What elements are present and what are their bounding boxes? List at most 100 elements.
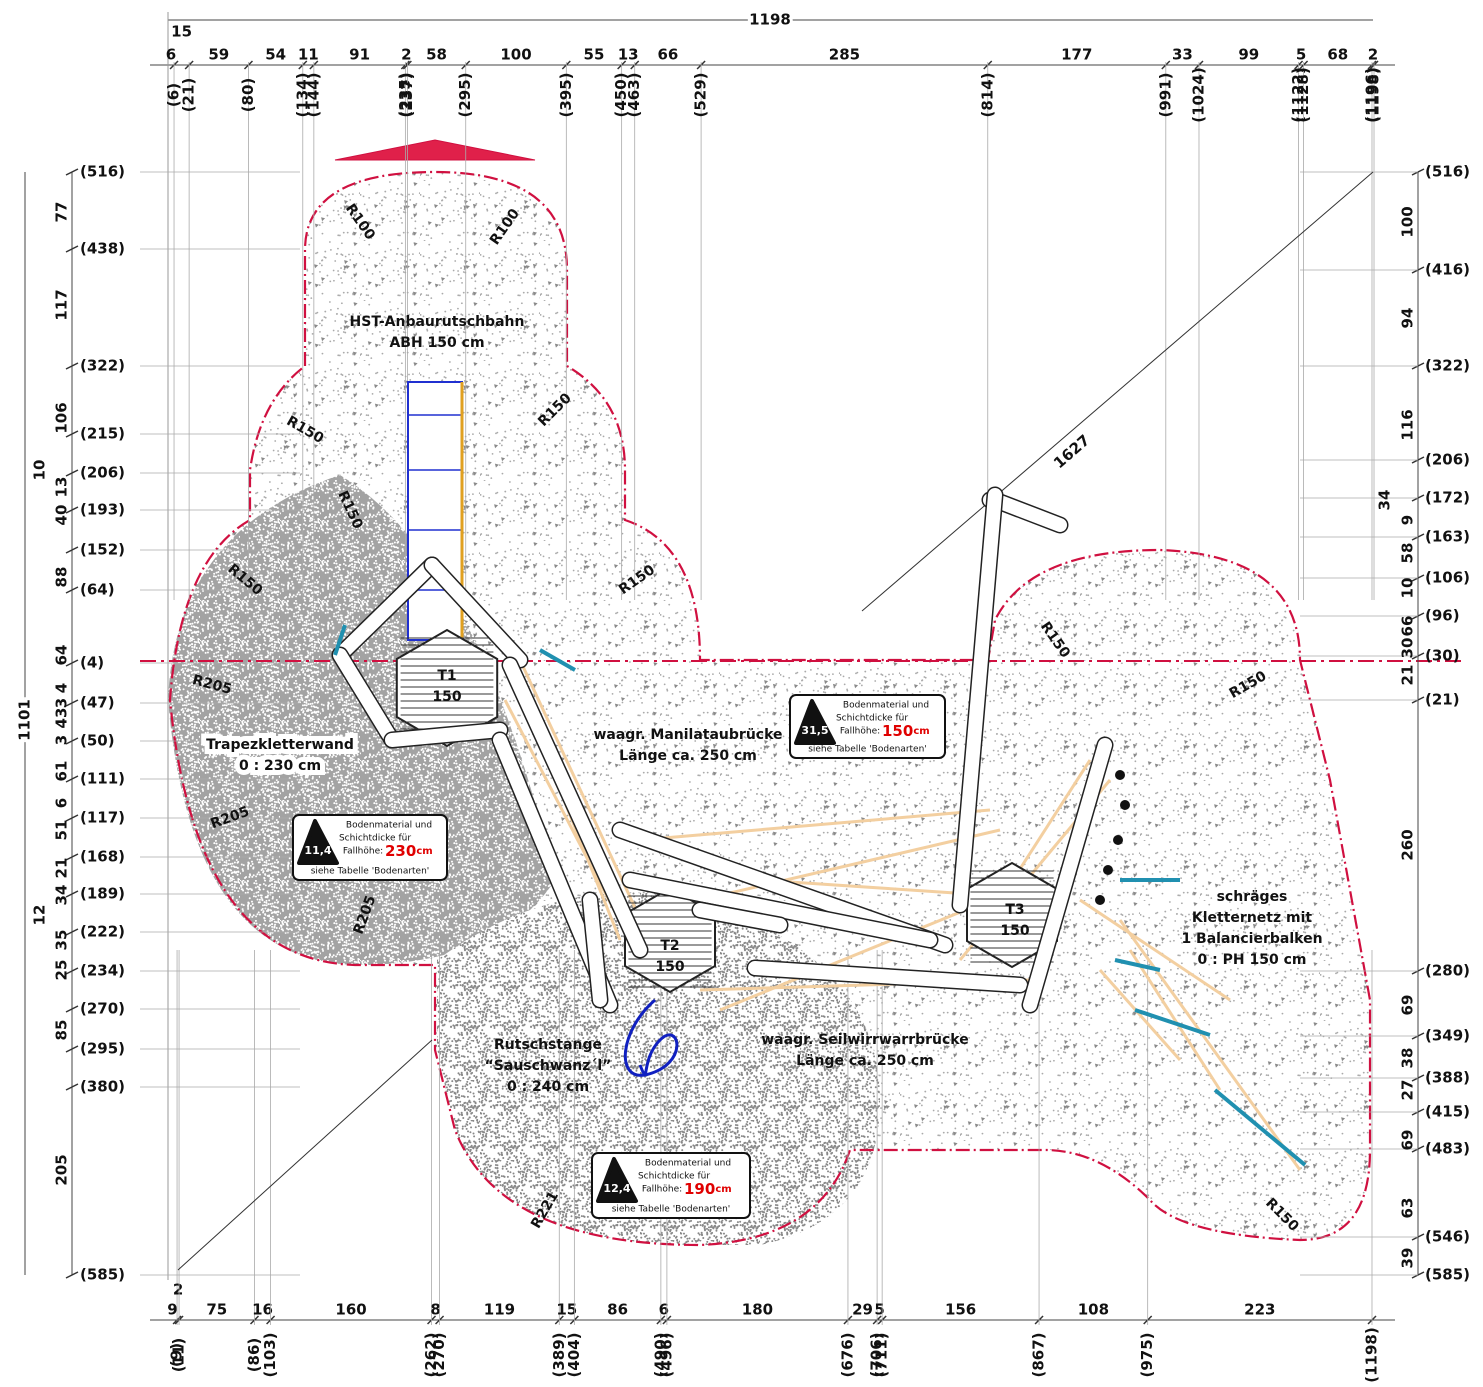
dim-position: (322): [80, 357, 125, 375]
pole: [425, 558, 527, 667]
dim-position: (168): [80, 848, 125, 866]
dim-tick: [65, 586, 79, 594]
dim-segment: 13: [618, 46, 639, 64]
dim-position: (96): [1425, 607, 1460, 625]
fixing: [1114, 958, 1161, 972]
dim-position: (380): [80, 1078, 125, 1096]
dim-position: (516): [80, 163, 125, 181]
dim-segment: 51: [53, 820, 71, 841]
dim-segment: 40: [53, 505, 71, 526]
dim-position: (206): [1425, 451, 1470, 469]
dim-position: (404): [565, 1332, 583, 1377]
info-text: Fallhöhe:: [840, 727, 880, 737]
dim-position: (516): [1425, 163, 1470, 181]
dim-tick: [65, 737, 79, 745]
area-border: [168, 170, 1372, 1247]
dim-tick: [65, 1271, 79, 1279]
dim-segment: 25: [53, 960, 71, 981]
dim-segment: 3: [53, 698, 71, 708]
dim-position: (234): [80, 962, 125, 980]
dim-position: (1122): [1289, 67, 1307, 122]
info-text: siehe Tabelle 'Bodenarten': [808, 745, 927, 755]
dim-tick: [65, 928, 79, 936]
dim-tick: [65, 775, 79, 783]
dim-segment: 223: [1244, 1301, 1275, 1319]
slide-exit: [334, 139, 536, 161]
dim-segment: 38: [1399, 1048, 1417, 1069]
equipment-label: HST-Anbaurutschbahn: [350, 314, 525, 330]
dim-segment: 59: [208, 46, 229, 64]
dim-segment: 16: [252, 1301, 273, 1319]
info-code: 11,4: [304, 844, 331, 857]
dim-segment: 6: [166, 46, 176, 64]
dim-segment: 43: [53, 708, 71, 729]
dim-segment: 119: [484, 1301, 515, 1319]
dim-segment: 66: [657, 46, 678, 64]
dim-segment: 2: [401, 46, 411, 64]
dim-segment: 66: [1399, 616, 1417, 637]
dim-position: (172): [1425, 489, 1470, 507]
dim-position: (270): [80, 1000, 125, 1018]
dim-segment: 34: [1376, 490, 1394, 511]
tower-height: 150: [432, 689, 461, 705]
dim-position: (215): [80, 425, 125, 443]
dim-position: (585): [80, 1266, 125, 1284]
dim-segment: 69: [1399, 1130, 1417, 1151]
net-rope: [1118, 919, 1302, 1171]
equipment-label: Rutschstange: [494, 1037, 602, 1053]
fall-zone: [168, 475, 555, 965]
dim-position: (529): [692, 72, 710, 117]
dim-tick: [65, 168, 79, 176]
info-text: Fallhöhe:: [343, 847, 383, 857]
net-rope: [639, 808, 991, 842]
pole: [988, 493, 1067, 532]
dim-position: (193): [80, 501, 125, 519]
dim-position: (676): [838, 1332, 856, 1377]
equipment-label: waagr. Manilataubrücke: [593, 727, 782, 743]
dim-segment: 61: [53, 761, 71, 782]
net-rope: [699, 828, 1001, 902]
info-icon: [596, 1157, 638, 1203]
dim-segment: 85: [53, 1020, 71, 1041]
equipment-label: 0 : 230 cm: [239, 758, 321, 774]
tower-name: T2: [660, 938, 679, 954]
dim-position: (991): [1156, 72, 1174, 117]
net-rope: [1128, 949, 1222, 1091]
dim-position: (235): [396, 72, 414, 117]
dim-segment: 30: [1399, 638, 1417, 659]
dim-segment: 64: [53, 645, 71, 666]
dim-position: (295): [80, 1040, 125, 1058]
dim-segment: 10: [31, 460, 49, 481]
dim-position: (389): [550, 1332, 568, 1377]
beam-knot: [1120, 800, 1130, 810]
dim-position: (134): [293, 72, 311, 117]
dim-segment: 99: [1238, 46, 1259, 64]
equipment-label: waagr. Seilwirrwarrbrücke: [761, 1032, 968, 1048]
dim-position: (47): [80, 694, 115, 712]
fixing: [539, 648, 576, 672]
dim-position: (262): [422, 1332, 440, 1377]
dim-segment: 10: [1399, 578, 1417, 599]
info-height-unit: cm: [913, 726, 929, 737]
dim-segment: 108: [1078, 1301, 1109, 1319]
dim-segment: 260: [1399, 829, 1417, 860]
info-code: 12,4: [603, 1182, 630, 1195]
dim-segment: 91: [349, 46, 370, 64]
dim-segment: 13: [53, 477, 71, 498]
pole: [385, 723, 507, 747]
info-text: Fallhöhe:: [642, 1185, 682, 1195]
equipment-label: “Sauschwanz´l”: [485, 1058, 612, 1074]
dim-segment: 100: [500, 46, 531, 64]
pole: [1023, 738, 1112, 1012]
pole: [623, 873, 937, 947]
dim-segment: 34: [53, 885, 71, 906]
pole: [503, 658, 647, 957]
dim-segment: 117: [53, 289, 71, 320]
info-height: 190cm: [684, 1180, 732, 1198]
fixing: [1134, 1008, 1211, 1037]
dim-segment: 55: [584, 46, 605, 64]
dim-segment: 39: [1399, 1248, 1417, 1269]
dim-position: (64): [80, 581, 115, 599]
dim-position: (11): [170, 1338, 188, 1373]
